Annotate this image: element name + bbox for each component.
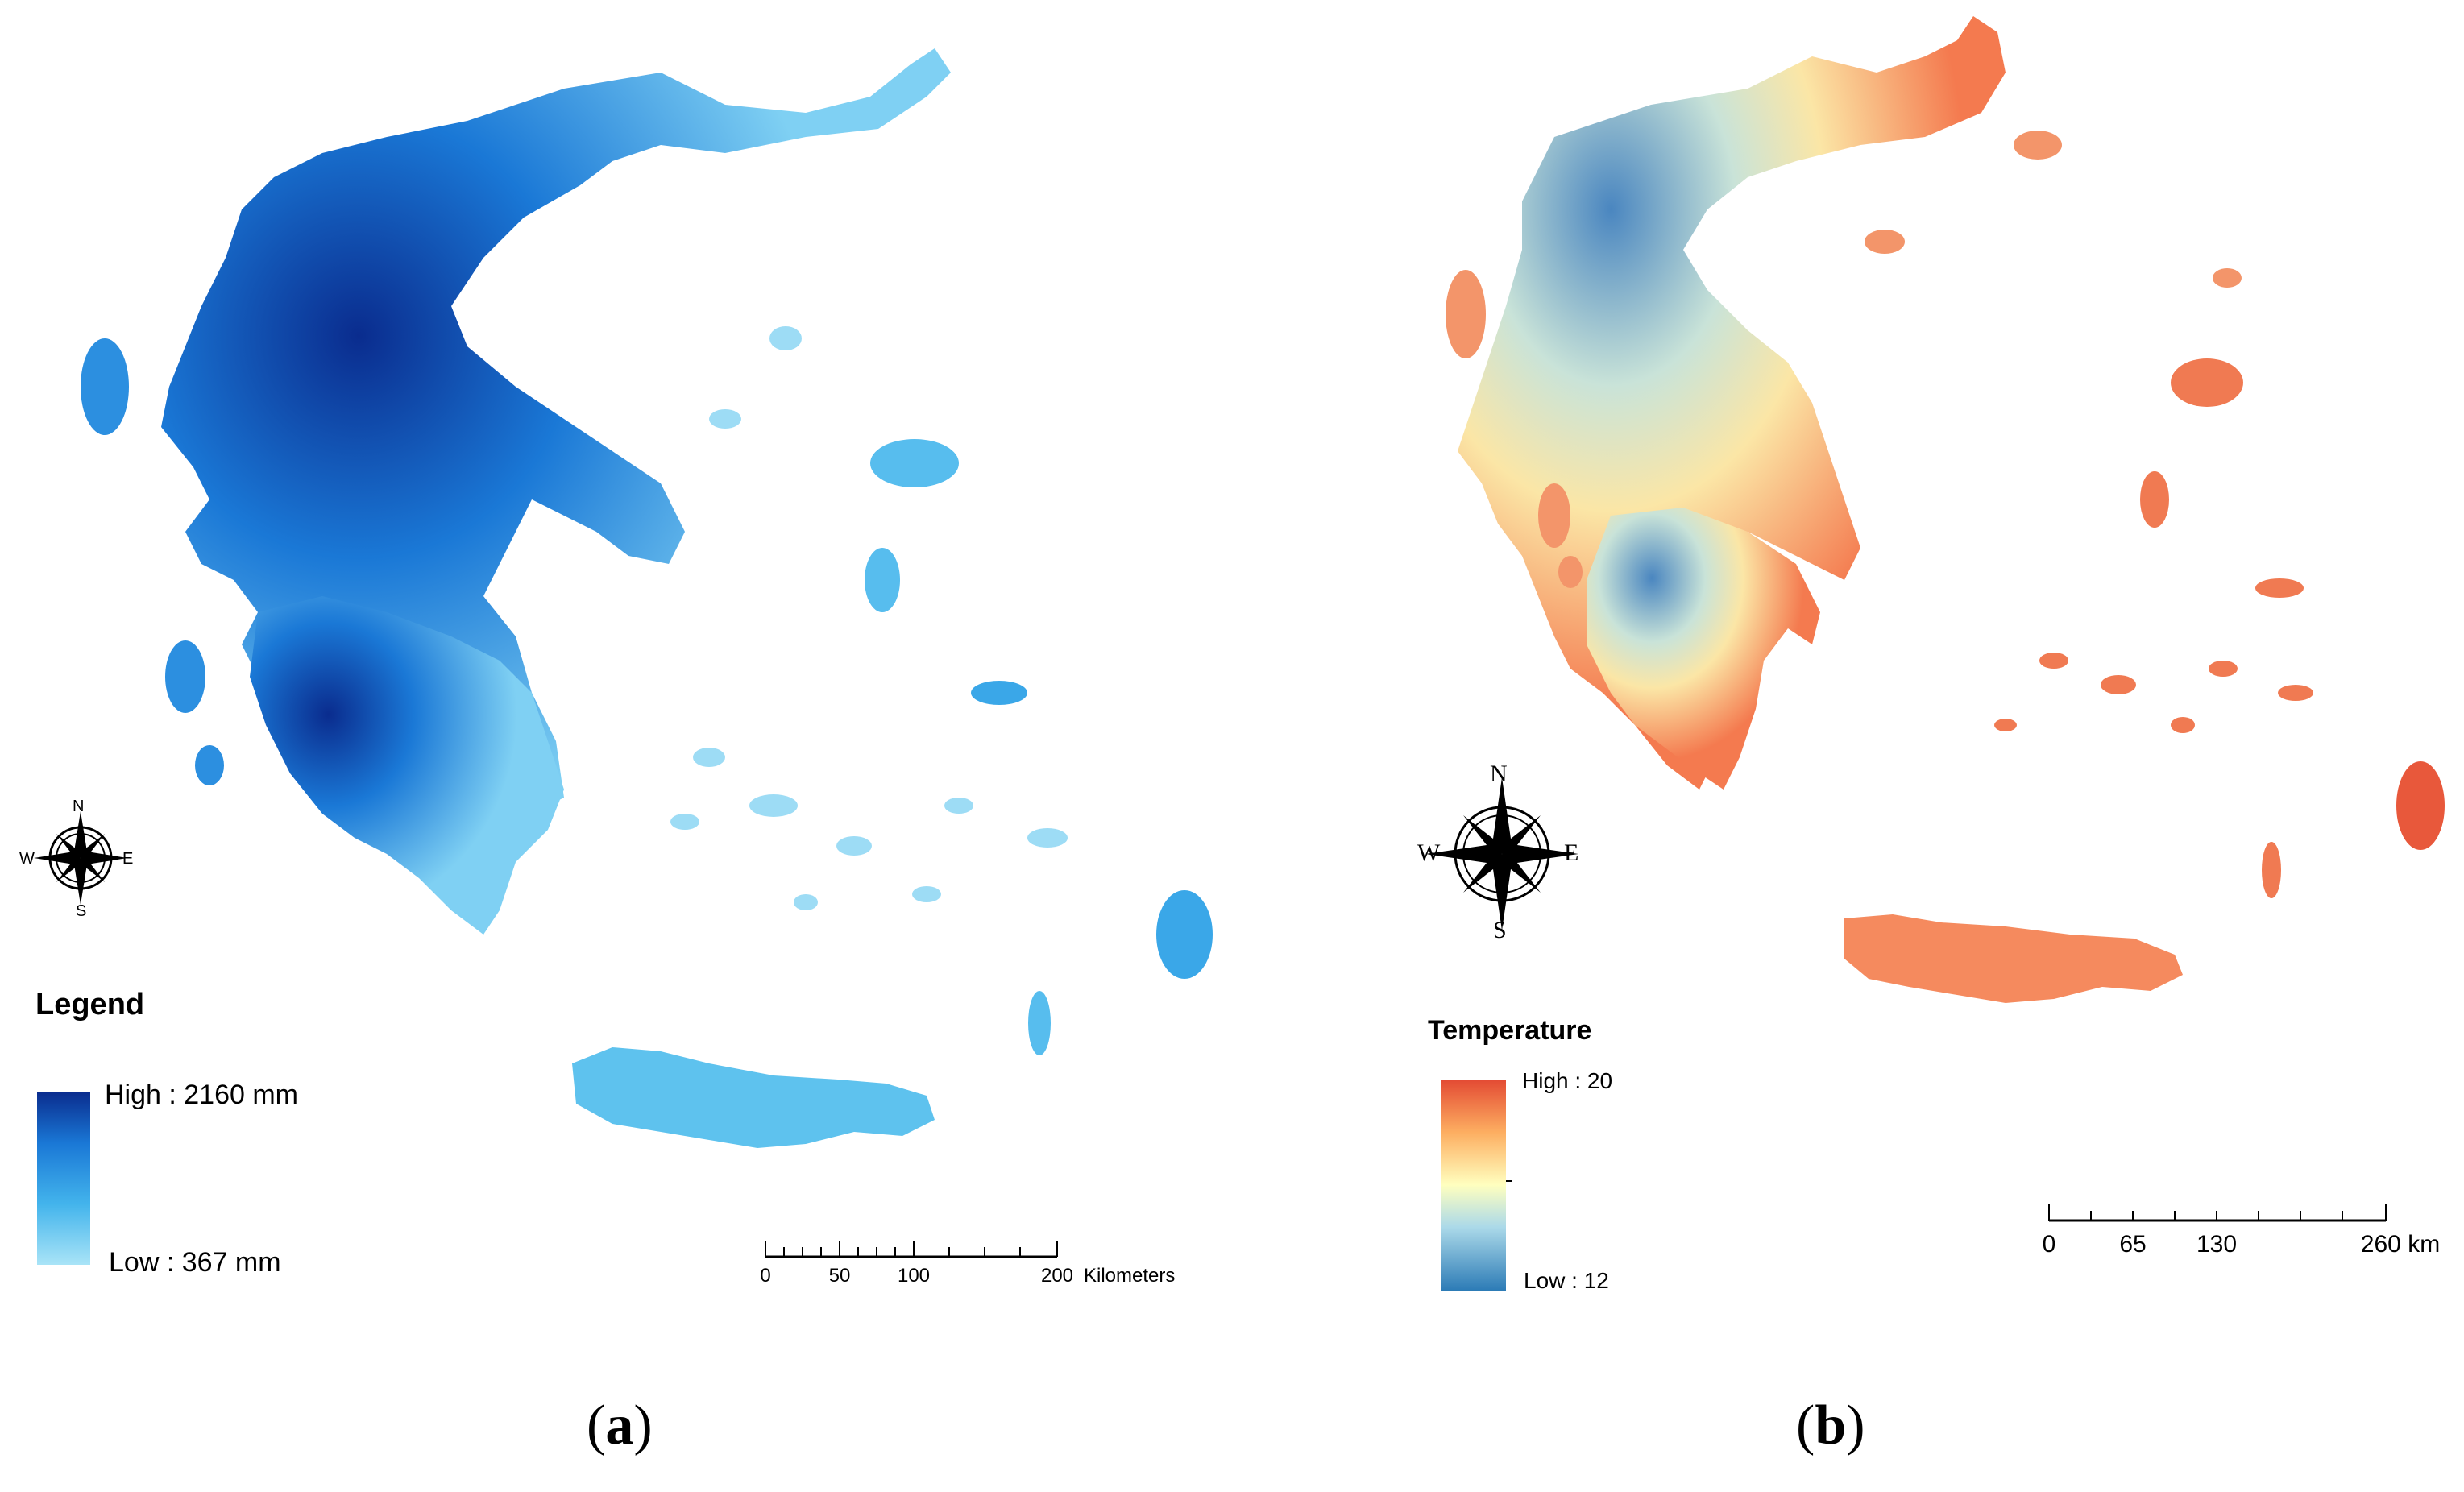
legend-low-label: Low : 12: [1524, 1268, 1609, 1293]
panel-b-temperature-map: N E S W Temperature High : 20 Low : 12 0…: [1232, 0, 2464, 1492]
scale-tick-label: 50: [828, 1265, 851, 1287]
compass-w-label: W: [1417, 839, 1441, 866]
caption-a: (a): [587, 1395, 653, 1457]
island: [2171, 358, 2243, 407]
legend-high-label: High : 2160 mm: [105, 1080, 298, 1110]
peloponnese: [250, 596, 564, 935]
map-b: [1446, 16, 2445, 1003]
island: [2255, 578, 2304, 598]
compass-e-label: E: [1564, 839, 1579, 866]
legend-color-ramp: [1441, 1080, 1512, 1291]
crete-island: [1844, 914, 2183, 1003]
scale-bar: [765, 1241, 1058, 1258]
scale-tick-label: 65: [2119, 1231, 2147, 1258]
island: [709, 409, 741, 429]
island: [944, 798, 973, 814]
legend-color-ramp: [37, 1092, 90, 1265]
island: [2140, 471, 2169, 528]
legend-high-label: High : 20: [1522, 1068, 1613, 1093]
map-a: [81, 48, 1213, 1148]
island: [865, 548, 900, 612]
legend-title: Temperature: [1428, 1015, 1592, 1046]
island: [670, 814, 699, 830]
island: [2262, 842, 2281, 898]
island: [769, 326, 802, 350]
island: [1865, 230, 1905, 254]
island: [2396, 761, 2445, 850]
island: [2171, 717, 2195, 733]
island: [1994, 719, 2017, 731]
legend-low-label: Low : 367 mm: [109, 1247, 281, 1278]
island: [1446, 270, 1486, 358]
island: [2014, 131, 2062, 160]
island: [1028, 991, 1051, 1055]
compass-rose-icon: [34, 811, 127, 905]
scale-bar: [2048, 1204, 2387, 1222]
island: [2101, 675, 2136, 694]
scale-unit-label: Kilometers: [1084, 1265, 1176, 1287]
compass-n-label: N: [1490, 761, 1508, 787]
crete-island: [572, 1047, 935, 1148]
island: [794, 894, 818, 910]
island: [693, 748, 725, 767]
panel-a-precipitation-map: N E S W Legend High : 2160 mm Low : 367 …: [19, 48, 1213, 1457]
island: [2209, 661, 2238, 677]
scale-tick-label: 0: [760, 1265, 771, 1287]
island: [1156, 890, 1213, 979]
scale-tick-label: 100: [897, 1265, 931, 1287]
scale-tick-label: 260 km: [2360, 1231, 2441, 1258]
scale-tick-label: 130: [2196, 1231, 2238, 1258]
island: [971, 681, 1027, 705]
island: [165, 640, 205, 713]
island: [1027, 828, 1068, 848]
caption-b: (b): [1796, 1395, 1865, 1457]
island: [2213, 268, 2242, 288]
island: [870, 439, 959, 487]
compass-rose-icon: [1425, 777, 1578, 930]
island: [195, 745, 224, 785]
island: [1558, 556, 1583, 588]
island: [81, 338, 129, 435]
scale-tick-label: 200: [1040, 1265, 1074, 1287]
compass-w-label: W: [19, 850, 35, 868]
legend-title: Legend: [35, 988, 145, 1022]
island: [749, 794, 798, 817]
compass-s-label: S: [1493, 917, 1507, 943]
island: [2278, 685, 2313, 701]
compass-e-label: E: [122, 850, 134, 868]
island: [912, 886, 941, 902]
island: [2039, 653, 2068, 669]
island: [836, 836, 872, 856]
peloponnese: [1587, 508, 1820, 790]
compass-n-label: N: [73, 798, 85, 815]
scale-tick-label: 0: [2042, 1231, 2056, 1258]
island: [1538, 483, 1570, 548]
compass-s-label: S: [76, 902, 87, 920]
